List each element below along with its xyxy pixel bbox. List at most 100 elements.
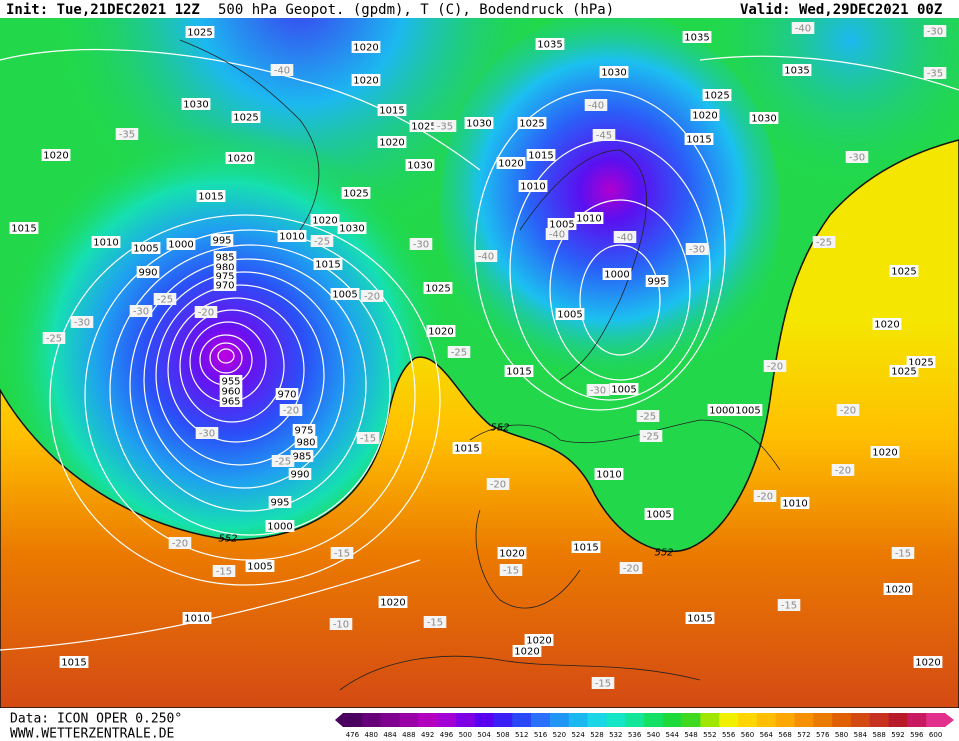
pressure-label: 990 [138, 268, 157, 279]
temperature-label: -20 [623, 564, 639, 575]
colorbar-label: 492 [421, 731, 434, 739]
colorbar-cell [531, 713, 551, 727]
pressure-label: 1025 [908, 358, 933, 369]
colorbar-cell [869, 713, 889, 727]
temperature-label-box [836, 404, 860, 416]
pressure-label: 995 [212, 236, 231, 247]
colorbar-label: 556 [722, 731, 736, 739]
pressure-label: 1015 [379, 106, 404, 117]
init-time: Init: Tue,21DEC2021 12Z [6, 2, 200, 18]
colorbar-label: 512 [515, 731, 528, 739]
temperature-label-box [923, 67, 947, 79]
temperature-label: -35 [927, 69, 943, 80]
pressure-label-box [310, 214, 340, 226]
colorbar-label: 596 [910, 731, 924, 739]
temperature-label-box [168, 537, 192, 549]
header-bar [0, 0, 959, 18]
pressure-label: 1020 [353, 43, 378, 54]
pressure-label-box [602, 268, 632, 280]
colorbar-cell [644, 713, 664, 727]
isobar [0, 559, 421, 651]
temperature-label-box [329, 618, 353, 630]
colorbar-label: 496 [440, 731, 454, 739]
temperature-label-box [636, 410, 660, 422]
pressure-label: 1015 [506, 367, 531, 378]
isobar [699, 55, 959, 91]
temperature-label-box [409, 238, 433, 250]
pressure-label: 995 [647, 277, 666, 288]
colorbar-label: 520 [553, 731, 566, 739]
colorbar-cell [719, 713, 739, 727]
temperature-label-box [115, 128, 139, 140]
geopotential-label: 552 [490, 423, 509, 434]
pressure-label: 985 [215, 253, 234, 264]
pressure-label: 1005 [133, 244, 158, 255]
colorbar-label: 532 [609, 731, 622, 739]
colorbar-cell [756, 713, 776, 727]
pressure-label: 1000 [604, 270, 629, 281]
temperature-label: -30 [74, 318, 90, 329]
pressure-label: 1030 [183, 100, 208, 111]
pressure-label-box [464, 117, 494, 129]
temperature-label: -30 [849, 153, 865, 164]
colorbar-cell [813, 713, 833, 727]
temperature-label: -40 [478, 252, 494, 263]
temperature-label: -15 [427, 618, 443, 629]
isobar [579, 244, 661, 356]
isobar [209, 342, 243, 374]
pressure-label: 1015 [315, 260, 340, 271]
temperature-label: -30 [927, 27, 943, 38]
isobar [143, 271, 345, 489]
temperature-label-box [591, 677, 615, 689]
temperature-label-box [777, 599, 801, 611]
colorbar-cell [775, 713, 795, 727]
temperature-label: -15 [503, 566, 519, 577]
pressure-label-box [377, 136, 407, 148]
temperature-label-box [279, 404, 303, 416]
colorbar-label: 544 [666, 731, 680, 739]
pressure-label-box [182, 612, 212, 624]
pressure-label: 1015 [198, 192, 223, 203]
pressure-label: 1020 [498, 159, 523, 170]
temperature-label-box [310, 235, 334, 247]
temperature-label-box [42, 332, 66, 344]
temperature-label-box [891, 547, 915, 559]
colorbar-cell [380, 713, 400, 727]
pressure-label: 1035 [537, 40, 562, 51]
isobar [167, 297, 305, 443]
coastline [179, 39, 320, 231]
colorbar-cell [850, 713, 871, 727]
pressure-label-box [245, 560, 275, 572]
temperature-label: -15 [895, 549, 911, 560]
pressure-label: 1020 [526, 636, 551, 647]
temperature-label: -20 [840, 406, 856, 417]
temperature-label: -25 [640, 412, 656, 423]
pressure-label-box [277, 230, 307, 242]
pressure-label-box [512, 645, 542, 657]
pressure-label-box [166, 238, 196, 250]
temperature-label: -40 [617, 233, 633, 244]
pressure-label-box [313, 258, 343, 270]
temperature-label-box [613, 231, 637, 243]
pressure-label: 980 [215, 263, 234, 274]
colorbar-arrow-right [945, 713, 954, 727]
pressure-label: 1020 [874, 320, 899, 331]
pressure-label: 1030 [339, 224, 364, 235]
pressure-label: 1020 [379, 138, 404, 149]
pressure-label-box [685, 612, 715, 624]
pressure-label-box [524, 634, 554, 646]
temperature-label-box [685, 243, 709, 255]
pressure-label-box [574, 212, 604, 224]
colorbar-label: 500 [459, 731, 472, 739]
pressure-label-box [889, 265, 919, 277]
pressure-label: 995 [270, 498, 289, 509]
pressure-label-box [684, 133, 714, 145]
colorbar-label: 588 [872, 731, 885, 739]
valid-time: Valid: Wed,29DEC2021 00Z [740, 2, 942, 18]
temperature-label-box [592, 129, 616, 141]
pressure-label: 1025 [704, 91, 729, 102]
pressure-label-box [526, 149, 556, 161]
temperature-label: -25 [314, 237, 330, 248]
